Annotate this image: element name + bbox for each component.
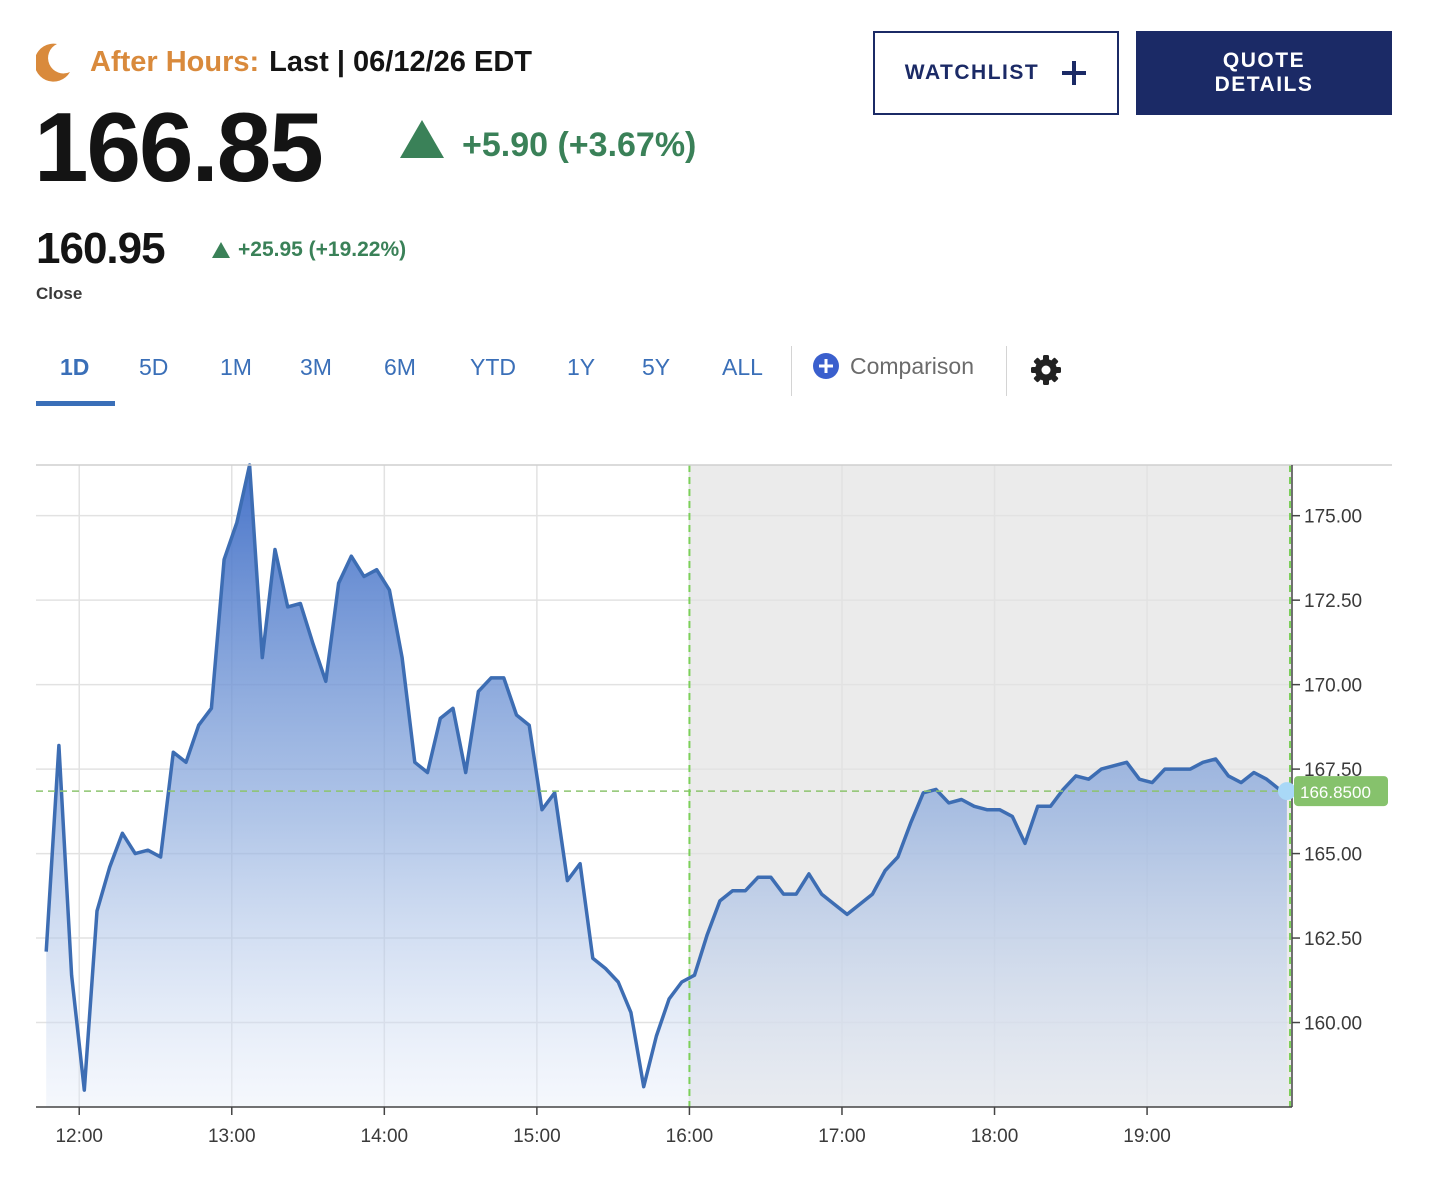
close-change: +25.95 (+19.22%) bbox=[238, 238, 407, 261]
comparison-label: Comparison bbox=[850, 352, 974, 379]
after-hours-row: After Hours: Last | 06/12/26 EDT bbox=[36, 34, 532, 90]
y-tick-label: 165.00 bbox=[1304, 845, 1362, 866]
session-label: After Hours: bbox=[90, 45, 260, 78]
y-tick-label: 167.50 bbox=[1304, 760, 1362, 781]
last-value-label: 166.8500 bbox=[1300, 783, 1371, 802]
plus-icon bbox=[1062, 61, 1087, 85]
last-point-marker bbox=[1277, 782, 1296, 801]
price-series-line bbox=[44, 463, 1288, 1092]
close-price: 160.95 bbox=[36, 224, 166, 273]
last-value-tag bbox=[1294, 776, 1388, 807]
up-arrow-icon bbox=[400, 120, 444, 158]
x-tick-label: 15:00 bbox=[513, 1126, 561, 1147]
x-tick-label: 17:00 bbox=[818, 1126, 866, 1147]
price-chart: 12:00 13:00 14:00 15:00 16:00 17:00 18:00 19:00… bbox=[36, 463, 1392, 1147]
tabs-divider bbox=[791, 346, 792, 396]
tab-all[interactable]: ALL bbox=[722, 354, 763, 380]
y-tick-label: 172.50 bbox=[1304, 591, 1362, 612]
comparison-button[interactable]: Comparison bbox=[812, 352, 974, 380]
price-area-fill bbox=[46, 465, 1287, 1107]
current-price: 166.85 bbox=[34, 92, 324, 202]
tab-3m[interactable]: 3M bbox=[300, 354, 332, 380]
y-tick-label: 170.00 bbox=[1304, 676, 1362, 697]
plus-circle-icon bbox=[813, 353, 839, 379]
tab-5y[interactable]: 5Y bbox=[642, 354, 671, 380]
x-tick-label: 13:00 bbox=[208, 1126, 256, 1147]
x-tick-label: 19:00 bbox=[1123, 1126, 1171, 1147]
tab-5d[interactable]: 5D bbox=[139, 354, 169, 380]
watchlist-button[interactable]: WATCHLIST bbox=[873, 31, 1119, 115]
tab-ytd[interactable]: YTD bbox=[470, 354, 516, 380]
close-label: Close bbox=[36, 284, 83, 303]
settings-divider bbox=[1006, 346, 1007, 396]
x-tick-label: 12:00 bbox=[55, 1126, 103, 1147]
up-arrow-small-icon bbox=[212, 242, 230, 258]
x-tick-label: 14:00 bbox=[361, 1126, 409, 1147]
moon-icon bbox=[36, 43, 70, 82]
y-tick-label: 160.00 bbox=[1304, 1014, 1362, 1035]
tab-1d[interactable]: 1D bbox=[60, 354, 90, 380]
gear-icon[interactable] bbox=[1030, 354, 1062, 386]
y-tick-label: 162.50 bbox=[1304, 929, 1362, 950]
quote-details-button[interactable]: QUOTE DETAILS bbox=[1136, 31, 1392, 115]
price-change: +5.90 (+3.67%) bbox=[462, 126, 697, 164]
tab-1m[interactable]: 1M bbox=[220, 354, 252, 380]
watchlist-label: WATCHLIST bbox=[904, 61, 1040, 84]
last-timestamp: Last | 06/12/26 EDT bbox=[269, 45, 532, 78]
x-tick-label: 18:00 bbox=[971, 1126, 1019, 1147]
active-tab-indicator bbox=[36, 401, 115, 406]
tab-1y[interactable]: 1Y bbox=[567, 354, 596, 380]
y-tick-label: 175.00 bbox=[1304, 507, 1362, 528]
x-tick-label: 16:00 bbox=[666, 1126, 714, 1147]
tab-6m[interactable]: 6M bbox=[384, 354, 416, 380]
